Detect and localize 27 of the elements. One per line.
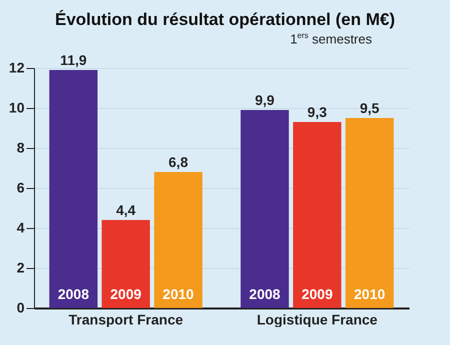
data-label: 11,9 <box>60 52 87 68</box>
bar <box>345 118 394 308</box>
y-tick-label: 12 <box>8 60 25 76</box>
bar <box>49 70 98 308</box>
data-label: 9,9 <box>255 92 275 108</box>
text: 2008 <box>249 286 280 302</box>
data-label: 9,3 <box>307 104 328 120</box>
text: 2009 <box>302 286 333 302</box>
y-tick-label: 4 <box>16 220 25 236</box>
series-label: 2008 <box>58 286 90 302</box>
y-tick-label: 10 <box>8 100 25 116</box>
data-label: 9,5 <box>360 100 380 116</box>
chart-subtitle: 1$^{ers}$ semestres <box>289 31 373 47</box>
bar <box>240 110 289 308</box>
y-tick-label: 2 <box>16 260 25 276</box>
series-label: 2009 <box>110 286 142 302</box>
bar <box>154 172 202 308</box>
text: 2010 <box>354 286 386 302</box>
bar <box>293 122 342 308</box>
series-label: 2010 <box>162 286 194 302</box>
data-label: 4,4 <box>116 202 136 218</box>
y-tick-label: 8 <box>16 140 25 156</box>
y-tick-label: 6 <box>16 180 25 196</box>
y-tick-label: 0 <box>16 300 25 316</box>
data-label: 6,8 <box>168 154 188 170</box>
chart-title: Évolution du résultat opérationnel (en M€) <box>54 9 396 30</box>
bar <box>102 220 150 308</box>
